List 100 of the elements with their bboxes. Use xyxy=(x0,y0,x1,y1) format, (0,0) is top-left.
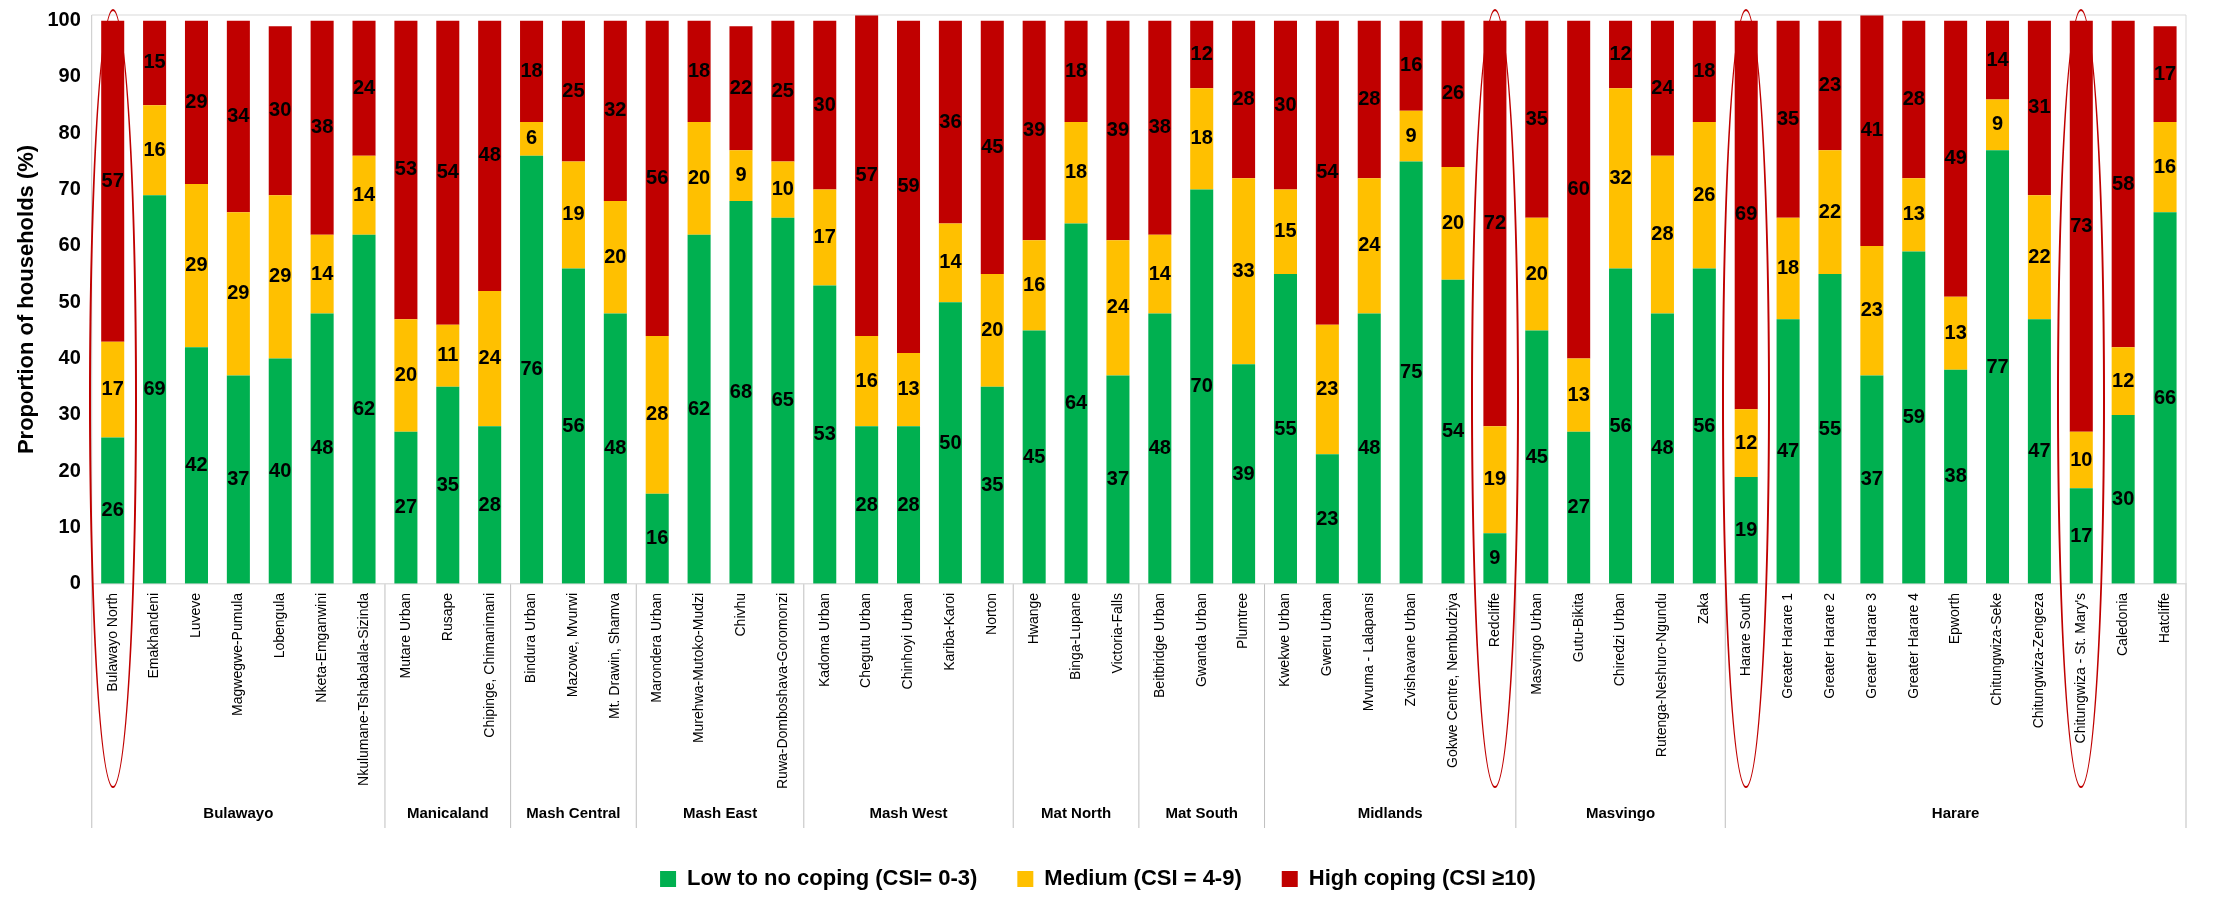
data-label: 36 xyxy=(939,109,962,132)
data-label: 15 xyxy=(143,50,166,73)
data-label: 10 xyxy=(771,177,794,200)
x-tick-label: Epworth xyxy=(1946,592,1963,645)
data-label: 17 xyxy=(2070,523,2093,546)
data-label: 49 xyxy=(1944,146,1967,169)
x-tick-label: Kariba-Karoi xyxy=(941,592,958,671)
bar xyxy=(980,20,1004,275)
bar xyxy=(771,20,795,162)
y-tick-label: 20 xyxy=(58,458,81,481)
x-tick-label: Gokwe Centre, Nembudziya xyxy=(1443,592,1460,768)
bar xyxy=(855,336,879,427)
x-tick-label: Chivhu xyxy=(731,592,748,637)
bar xyxy=(897,20,921,353)
data-label: 65 xyxy=(771,388,794,411)
data-label: 25 xyxy=(562,78,585,101)
bar xyxy=(855,426,879,584)
bar xyxy=(1357,313,1381,584)
x-tick-label: Chinhoyi Urban xyxy=(899,592,916,690)
data-label: 69 xyxy=(1735,202,1758,225)
x-tick-label: Gwanda Urban xyxy=(1192,592,1209,688)
bar xyxy=(310,313,334,584)
data-label: 26 xyxy=(1441,81,1465,104)
bar xyxy=(603,200,627,314)
x-tick-label: Emakhandeni xyxy=(145,592,162,679)
bar xyxy=(1818,20,1842,151)
bar xyxy=(645,20,669,337)
bar xyxy=(813,189,837,286)
data-label: 59 xyxy=(1902,405,1925,428)
data-label: 77 xyxy=(1986,354,2009,377)
data-label: 23 xyxy=(1860,298,1883,321)
x-tick-label: Luveve xyxy=(187,592,204,639)
data-label: 38 xyxy=(311,115,334,138)
data-label: 13 xyxy=(897,377,920,400)
data-label: 48 xyxy=(604,436,627,459)
data-label: 20 xyxy=(1441,210,1465,233)
bar xyxy=(603,20,627,201)
bar xyxy=(1357,20,1381,179)
bar xyxy=(1734,20,1758,410)
bar xyxy=(1399,20,1423,111)
data-label: 47 xyxy=(2028,439,2051,462)
data-label: 22 xyxy=(729,75,753,98)
bar xyxy=(1567,431,1591,584)
data-label: 28 xyxy=(1902,87,1925,110)
data-label: 37 xyxy=(1860,467,1883,490)
bar xyxy=(436,386,460,584)
data-label: 9 xyxy=(1489,546,1501,569)
bar xyxy=(2069,20,2093,432)
bar xyxy=(143,105,167,196)
bar xyxy=(1650,155,1674,314)
data-label: 11 xyxy=(437,343,459,366)
data-label: 56 xyxy=(1693,413,1716,436)
text: Bulawayo xyxy=(203,804,274,822)
bar xyxy=(478,20,502,292)
data-label: 28 xyxy=(897,492,920,515)
text: Masvingo xyxy=(1585,804,1656,822)
x-tick-label: Harare South xyxy=(1737,592,1754,677)
bar xyxy=(687,122,711,235)
bar xyxy=(1818,150,1842,275)
data-label: 29 xyxy=(185,253,208,276)
bar xyxy=(603,313,627,584)
data-label: 17 xyxy=(2153,61,2177,84)
x-tick-label: Bindura Urban xyxy=(522,592,539,684)
bar xyxy=(1902,251,1926,584)
data-label: 45 xyxy=(1525,444,1548,467)
bar xyxy=(2153,212,2177,584)
data-label: 24 xyxy=(352,75,377,98)
bar xyxy=(1232,364,1256,584)
bar xyxy=(980,274,1004,387)
data-label: 23 xyxy=(1316,377,1339,400)
data-label: 72 xyxy=(1483,210,1507,233)
data-label: 66 xyxy=(2153,385,2177,408)
bar xyxy=(1148,234,1172,314)
x-tick-label: Mutare Urban xyxy=(396,592,413,679)
bar xyxy=(687,20,711,123)
bar xyxy=(1064,223,1088,584)
x-tick-label: Bulawayo North xyxy=(103,592,120,692)
x-tick-label: Nkulumane-Tshabalala-Sizinda xyxy=(354,592,371,786)
bar xyxy=(1148,313,1172,584)
data-label: 30 xyxy=(813,92,836,115)
data-label: 37 xyxy=(227,467,250,490)
data-label: 14 xyxy=(1148,261,1172,284)
data-label: 23 xyxy=(1316,506,1339,529)
data-label: 18 xyxy=(1776,256,1800,278)
data-label: 29 xyxy=(185,89,208,112)
bar xyxy=(1357,178,1381,314)
bar xyxy=(1776,217,1800,320)
bar xyxy=(1692,20,1716,123)
x-tick-label: Ruwa-Domboshava-Goromonzi xyxy=(773,592,790,789)
bar xyxy=(729,26,753,151)
bar xyxy=(1944,20,1968,297)
bar xyxy=(1190,88,1214,190)
bar xyxy=(1525,20,1549,218)
data-label: 13 xyxy=(1567,382,1590,405)
x-tick-label: Mazowe, Mvurwi xyxy=(564,592,581,698)
data-label: 60 xyxy=(1567,177,1590,200)
x-tick-label: Victoria-Falls xyxy=(1108,592,1125,674)
data-label: 16 xyxy=(1023,272,1046,295)
data-label: 18 xyxy=(1190,126,1213,149)
bar xyxy=(1860,375,1884,584)
